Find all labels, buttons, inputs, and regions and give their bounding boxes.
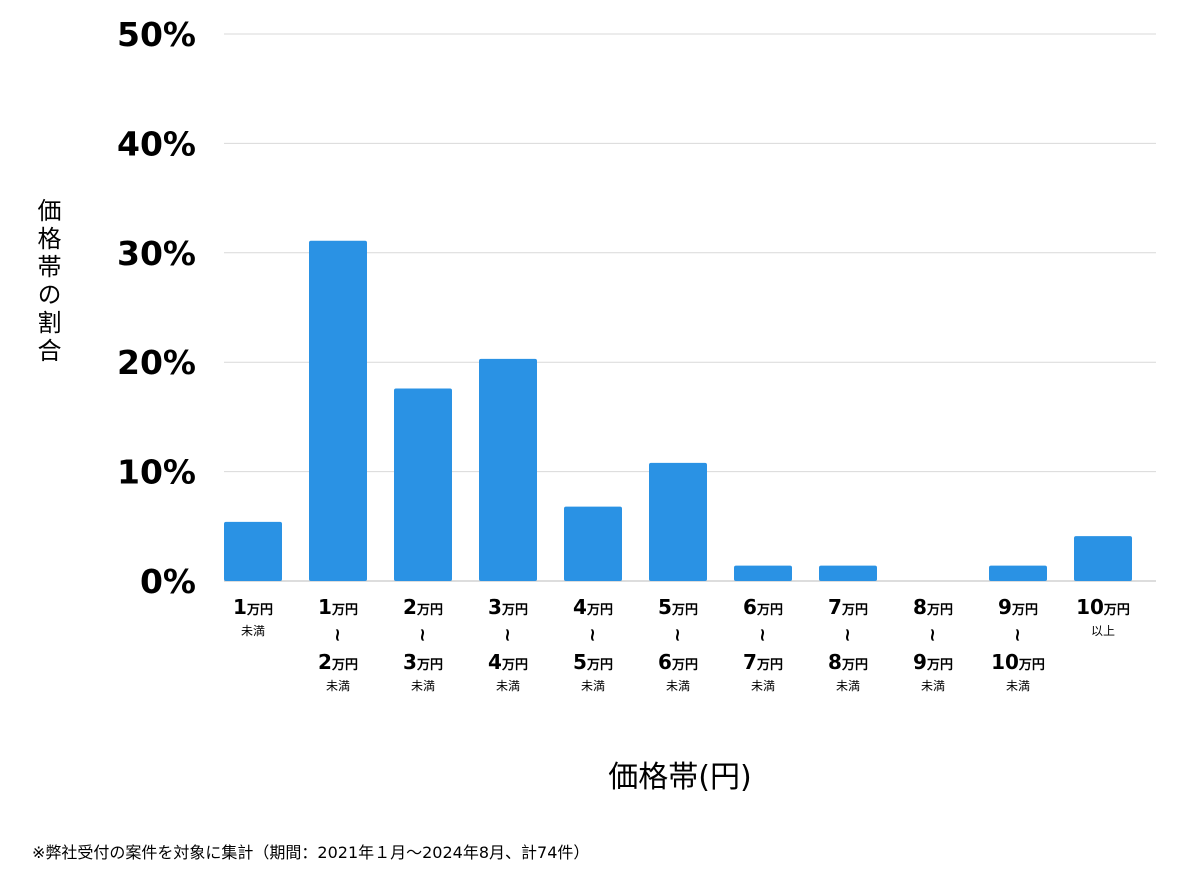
x-tick-note: 未満 — [751, 679, 775, 693]
x-tick-label: 7万円 — [743, 650, 783, 674]
bar — [1074, 536, 1132, 581]
x-range-mark: ~ — [497, 627, 518, 642]
x-axis-label: 価格帯(円) — [608, 760, 752, 795]
x-tick-label: 10万円 — [991, 650, 1045, 674]
y-tick-label: 0% — [140, 562, 196, 601]
x-tick-label: 10万円 — [1076, 595, 1130, 619]
x-tick-label: 6万円 — [658, 650, 698, 674]
bar — [819, 565, 877, 581]
x-tick-label: 4万円 — [573, 595, 613, 619]
x-tick-label: 1万円 — [233, 595, 273, 619]
x-tick-label: 5万円 — [658, 595, 698, 619]
x-range-mark: ~ — [752, 627, 773, 642]
x-tick-note: 未満 — [1006, 679, 1030, 693]
x-tick-note: 未満 — [326, 679, 350, 693]
x-tick-note: 未満 — [496, 679, 520, 693]
bar — [649, 462, 707, 581]
x-tick-label: 8万円 — [828, 650, 868, 674]
x-range-mark: ~ — [1007, 627, 1028, 642]
x-tick-label: 9万円 — [998, 595, 1038, 619]
x-tick-note: 未満 — [666, 679, 690, 693]
footnote: ※弊社受付の案件を対象に集計（期間：2021年１月～2024年8月、計74件） — [32, 843, 590, 862]
x-tick-note: 未満 — [241, 624, 265, 638]
bars — [224, 240, 1132, 582]
x-tick-label: 8万円 — [913, 595, 953, 619]
bar — [309, 240, 367, 582]
bar — [394, 388, 452, 581]
x-tick-labels: 1万円未満1万円~2万円未満2万円~3万円未満3万円~4万円未満4万円~5万円未… — [233, 595, 1130, 693]
bar — [564, 506, 622, 581]
x-tick-note: 未満 — [411, 679, 435, 693]
x-tick-label: 6万円 — [743, 595, 783, 619]
x-tick-label: 3万円 — [403, 650, 443, 674]
x-range-mark: ~ — [837, 627, 858, 642]
bar — [224, 521, 282, 581]
x-range-mark: ~ — [412, 627, 433, 642]
y-tick-label: 30% — [117, 234, 196, 273]
x-tick-label: 4万円 — [488, 650, 528, 674]
bar — [734, 565, 792, 581]
y-tick-label: 10% — [117, 453, 196, 492]
y-axis-label: 価格帯の割合 — [33, 198, 61, 366]
x-tick-label: 5万円 — [573, 650, 613, 674]
x-tick-note: 未満 — [921, 679, 945, 693]
x-tick-label: 2万円 — [318, 650, 358, 674]
x-tick-label: 1万円 — [318, 595, 358, 619]
x-range-mark: ~ — [327, 627, 348, 642]
x-tick-label: 7万円 — [828, 595, 868, 619]
y-tick-label: 20% — [117, 343, 196, 382]
x-tick-note: 未満 — [581, 679, 605, 693]
x-tick-note: 未満 — [836, 679, 860, 693]
y-tick-label: 40% — [117, 124, 196, 163]
y-tick-label: 50% — [117, 15, 196, 54]
x-tick-note: 以上 — [1091, 624, 1115, 638]
x-range-mark: ~ — [582, 627, 603, 642]
x-tick-label: 2万円 — [403, 595, 443, 619]
x-range-mark: ~ — [667, 627, 688, 642]
x-range-mark: ~ — [922, 627, 943, 642]
x-tick-label: 9万円 — [913, 650, 953, 674]
x-tick-label: 3万円 — [488, 595, 528, 619]
bar — [989, 565, 1047, 581]
y-tick-labels: 0% 10% 20% 30% 40% 50% — [117, 15, 196, 601]
bar — [479, 358, 537, 581]
